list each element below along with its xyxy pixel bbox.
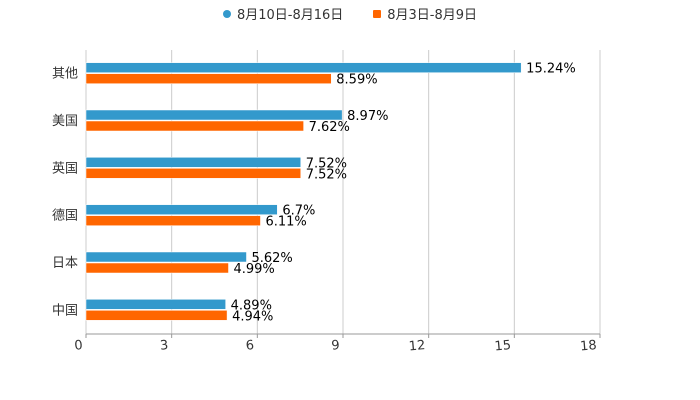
category-label: 英国: [52, 161, 78, 176]
x-tick-label: 9: [331, 338, 341, 354]
legend-circle-icon: [222, 9, 231, 18]
category-label: 美国: [52, 114, 78, 129]
bar-value-label: 7.62%: [309, 120, 350, 135]
bar-value-label: 5.62%: [251, 251, 292, 266]
bar-value-label: 7.52%: [306, 167, 347, 182]
category-label: 中国: [52, 303, 78, 318]
legend-label: 8月10日-8月16日: [236, 8, 344, 23]
category-label: 日本: [52, 256, 78, 271]
bar[interactable]: [85, 157, 301, 168]
bar-value-label: 8.97%: [347, 109, 388, 124]
x-tick-label: 0: [74, 338, 84, 354]
bar[interactable]: [85, 73, 332, 84]
bar[interactable]: [85, 204, 278, 215]
x-tick-label: 12: [408, 338, 426, 354]
bar[interactable]: [85, 251, 247, 263]
category-label: 德国: [52, 209, 78, 224]
legend-label: 8月3日-8月9日: [387, 8, 478, 23]
bar-value-label: 8.59%: [336, 73, 377, 88]
bar[interactable]: [85, 109, 343, 121]
bar-value-label: 7.52%: [306, 156, 347, 171]
bar[interactable]: [85, 120, 304, 132]
bar[interactable]: [85, 168, 301, 179]
chart-legend: 8月10日-8月16日 8月3日-8月9日: [0, 4, 700, 23]
bar[interactable]: [85, 215, 261, 226]
bar[interactable]: [85, 262, 229, 274]
bar-value-label: 4.99%: [233, 262, 274, 277]
legend-item-series-1[interactable]: 8月10日-8月16日: [222, 4, 344, 23]
legend-item-series-2[interactable]: 8月3日-8月9日: [373, 4, 477, 23]
bar[interactable]: [85, 299, 226, 310]
x-tick-label: 3: [159, 338, 169, 354]
bar-value-label: 4.89%: [231, 298, 272, 313]
bar-value-label: 15.24%: [526, 62, 576, 77]
bar[interactable]: [85, 62, 522, 73]
category-label: 其他: [52, 67, 78, 82]
legend-square-icon: [373, 9, 382, 18]
x-tick-label: 15: [494, 338, 512, 354]
x-tick-label: 18: [580, 338, 598, 354]
bar[interactable]: [85, 310, 228, 321]
bar-value-label: 6.11%: [265, 215, 306, 230]
bar-value-label: 6.7%: [282, 204, 315, 219]
bar-value-label: 4.94%: [232, 309, 273, 324]
x-tick-label: 6: [245, 338, 255, 354]
